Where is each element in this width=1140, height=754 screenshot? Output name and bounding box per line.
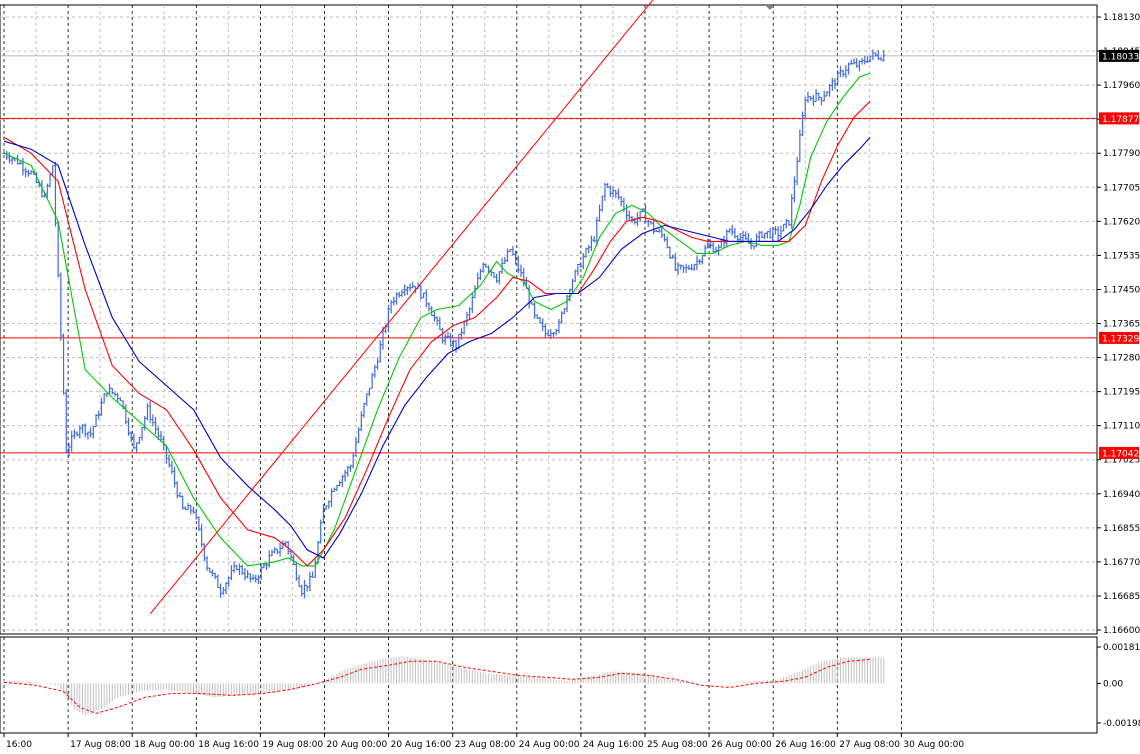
current-price-text: 1.18033	[1102, 52, 1139, 62]
time-tick-label: 23 Aug 08:00	[455, 740, 516, 750]
time-axis[interactable]: 16:00 17 Aug 08:00 18 Aug 00:00 18 Aug 16:0…	[3, 733, 964, 750]
oscillator-tick-label: 0.00	[1103, 679, 1123, 689]
horizontal-levels[interactable]	[0, 55, 1097, 454]
time-tick-label: 16:00	[6, 740, 32, 750]
time-tick-label: 20 Aug 00:00	[327, 740, 388, 750]
time-tick-label: 18 Aug 00:00	[134, 740, 195, 750]
price-tick-label: 1.17025	[1103, 456, 1140, 466]
oscillator-signal-line	[3, 658, 871, 714]
level-label-box	[1099, 446, 1139, 459]
price-tick-label: 1.17705	[1103, 183, 1140, 193]
price-tick-label: 1.17365	[1103, 320, 1140, 330]
oscillator-panel[interactable]	[0, 636, 1098, 734]
oscillator-axis[interactable]: 0.001815 0.00 -0.00198	[1097, 643, 1140, 729]
price-tick-label: 1.17960	[1103, 81, 1140, 91]
moving-average-slow	[3, 136, 871, 559]
price-tick-label: 1.17535	[1103, 251, 1140, 261]
time-tick-label: 17 Aug 08:00	[70, 740, 131, 750]
price-tick-label: 1.17195	[1103, 388, 1140, 398]
price-tick-label: 1.16600	[1103, 626, 1140, 636]
oscillator-tick-label: -0.00198	[1103, 719, 1140, 729]
level-label-text: 1.17329	[1102, 334, 1139, 344]
moving-average-fast	[3, 72, 871, 567]
oscillator-histogram	[3, 657, 885, 716]
time-tick-label: 25 Aug 08:00	[647, 740, 708, 750]
current-price-label: 1.18033	[1099, 49, 1139, 62]
trendline-segment[interactable]	[149, 0, 656, 615]
chart-shift-marker-icon[interactable]	[766, 6, 774, 10]
price-tick-label: 1.17280	[1103, 354, 1140, 364]
signal-line-path	[3, 658, 871, 714]
level-label-text: 1.17042	[1102, 449, 1139, 459]
price-panel[interactable]	[0, 0, 1098, 635]
price-tick-label: 1.18130	[1103, 13, 1140, 23]
time-tick-label: 26 Aug 00:00	[711, 740, 772, 750]
level-label-text: 1.17877	[1102, 115, 1139, 125]
time-tick-label: 30 Aug 00:00	[903, 740, 964, 750]
oscillator-time-grid	[3, 637, 902, 733]
level-label-box	[1099, 112, 1139, 125]
price-tick-label: 1.16685	[1103, 592, 1140, 602]
price-tick-label: 1.17620	[1103, 217, 1140, 227]
time-tick-label: 24 Aug 16:00	[583, 740, 644, 750]
moving-averages	[3, 72, 871, 567]
level-labels: 1.17877 1.17329 1.17042	[1099, 112, 1139, 459]
price-tick-label: 1.16940	[1103, 490, 1140, 500]
price-tick-label: 1.16770	[1103, 558, 1140, 568]
time-tick-label: 18 Aug 16:00	[198, 740, 259, 750]
time-tick-label: 20 Aug 16:00	[391, 740, 452, 750]
trendline[interactable]	[149, 0, 656, 615]
time-tick-label: 24 Aug 00:00	[519, 740, 580, 750]
current-price-box	[1099, 49, 1139, 62]
time-tick-label: 26 Aug 16:00	[775, 740, 836, 750]
price-tick-label: 1.17110	[1103, 422, 1140, 432]
time-tick-label: 19 Aug 08:00	[262, 740, 323, 750]
oscillator-tick-label: 0.001815	[1103, 643, 1140, 653]
level-label-box	[1099, 331, 1139, 344]
time-tick-label: 27 Aug 08:00	[839, 740, 900, 750]
price-tick-label: 1.17450	[1103, 285, 1140, 295]
price-bars	[2, 49, 886, 599]
price-tick-label: 1.16855	[1103, 524, 1140, 534]
price-tick-label: 1.17790	[1103, 149, 1140, 159]
time-grid	[3, 5, 934, 634]
